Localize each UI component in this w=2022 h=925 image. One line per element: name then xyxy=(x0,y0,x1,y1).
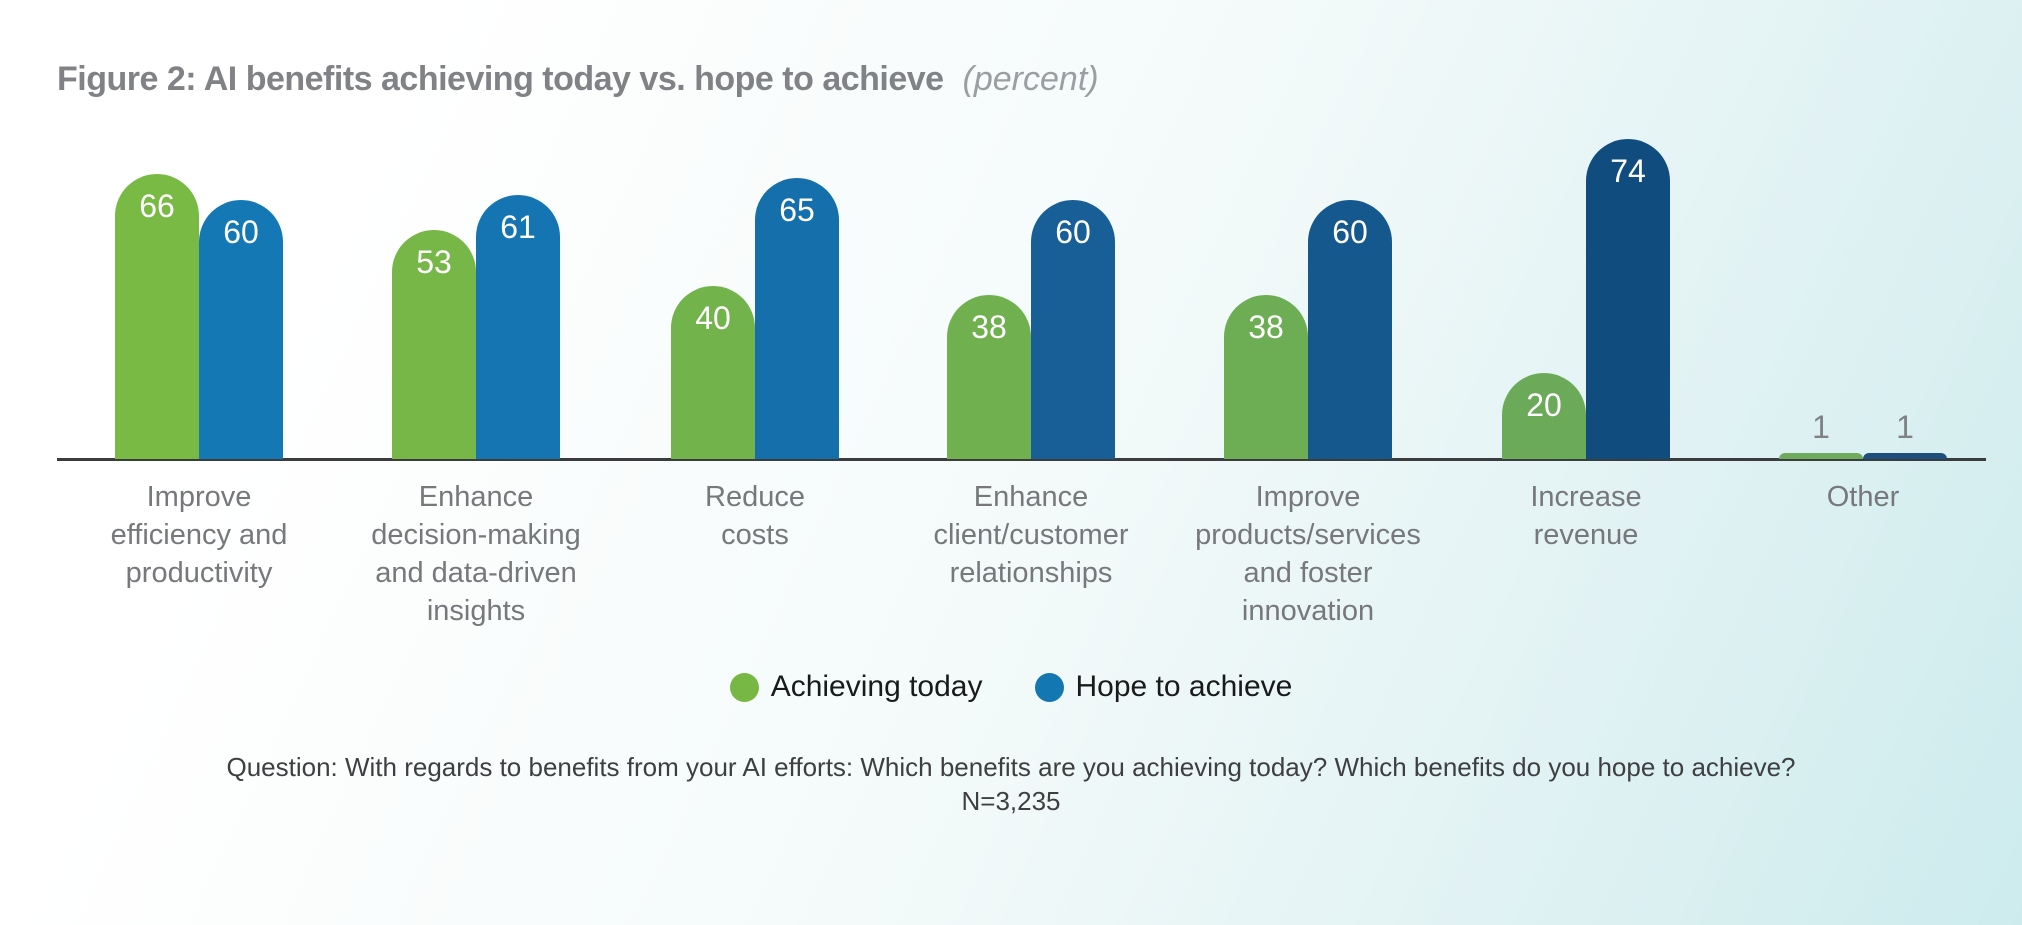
bar-value-label: 20 xyxy=(1526,387,1562,423)
bar-hope-to-achieve: 61 xyxy=(476,195,560,459)
figure-title: Figure 2: AI benefits achieving today vs… xyxy=(57,60,1099,99)
x-axis-line xyxy=(57,458,1986,461)
legend-label-achieving-today: Achieving today xyxy=(770,670,983,703)
bar-achieving-today: 38 xyxy=(947,295,1031,459)
bar-group: 38 60 xyxy=(1224,2,1392,459)
footnote-question: Question: With regards to benefits from … xyxy=(226,752,1796,782)
bar-hope-to-achieve: 65 xyxy=(755,178,839,459)
category-label: Enhance decision-making and data-driven ins… xyxy=(371,481,581,627)
bar-achieving-today: 20 xyxy=(1502,373,1586,459)
bar-value-label: 74 xyxy=(1610,153,1646,189)
bar-chart: 66 60 53 61 40 65 38 60 38 60 20 74 1 1 xyxy=(0,0,2022,461)
bar-group: 38 60 xyxy=(947,2,1115,459)
figure-title-text: Figure 2: AI benefits achieving today vs… xyxy=(57,60,944,98)
bar-value-label: 1 xyxy=(1896,409,1914,445)
figure-title-unit: (percent) xyxy=(962,60,1099,98)
legend-swatch-hope-to-achieve xyxy=(1034,672,1064,702)
bar-value-label: 65 xyxy=(779,192,815,228)
category-label: Improve products/services and foster innova… xyxy=(1195,481,1421,627)
bar-hope-to-achieve: 60 xyxy=(1031,200,1115,459)
bar-achieving-today: 38 xyxy=(1224,295,1308,459)
bar-group: 53 61 xyxy=(392,2,560,459)
legend-item-hope-to-achieve: Hope to achieve xyxy=(1034,670,1293,704)
bar-value-label: 60 xyxy=(1332,214,1368,250)
bar-hope-to-achieve: 60 xyxy=(199,200,283,459)
category-label: Increase revenue xyxy=(1530,481,1642,551)
legend-item-achieving-today: Achieving today xyxy=(729,670,983,704)
bar-value-label: 38 xyxy=(971,309,1007,345)
category-label: Reduce costs xyxy=(705,481,805,551)
bar-achieving-today: 66 xyxy=(115,174,199,459)
chart-legend: Achieving today Hope to achieve xyxy=(0,670,2022,704)
bar-value-label: 60 xyxy=(223,214,259,250)
footnote-sample: N=3,235 xyxy=(961,786,1061,816)
bar-achieving-today: 1 xyxy=(1779,411,1863,459)
category-label: Other xyxy=(1826,481,1900,513)
bar-value-label: 38 xyxy=(1248,309,1284,345)
bar-hope-to-achieve: 74 xyxy=(1586,139,1670,459)
legend-swatch-achieving-today xyxy=(729,672,759,702)
bar-achieving-today: 53 xyxy=(392,230,476,459)
bar-value-label: 66 xyxy=(139,188,175,224)
bar-hope-to-achieve: 1 xyxy=(1863,411,1947,459)
footnote: Question: With regards to benefits from … xyxy=(0,750,2022,818)
legend-label-hope-to-achieve: Hope to achieve xyxy=(1075,670,1293,703)
bar-value-label: 1 xyxy=(1812,409,1830,445)
bar-group: 66 60 xyxy=(115,2,283,459)
category-label: Enhance client/customer relationships xyxy=(933,481,1129,589)
bar-value-label: 60 xyxy=(1055,214,1091,250)
bar-value-label: 53 xyxy=(416,244,452,280)
bar-achieving-today: 40 xyxy=(671,286,755,459)
bar-group: 40 65 xyxy=(671,2,839,459)
category-label: Improve efficiency and productivity xyxy=(110,481,288,589)
bar-value-label: 40 xyxy=(695,300,731,336)
bar-hope-to-achieve: 60 xyxy=(1308,200,1392,459)
bar-group: 20 74 xyxy=(1502,2,1670,459)
bar-value-label: 61 xyxy=(500,209,536,245)
